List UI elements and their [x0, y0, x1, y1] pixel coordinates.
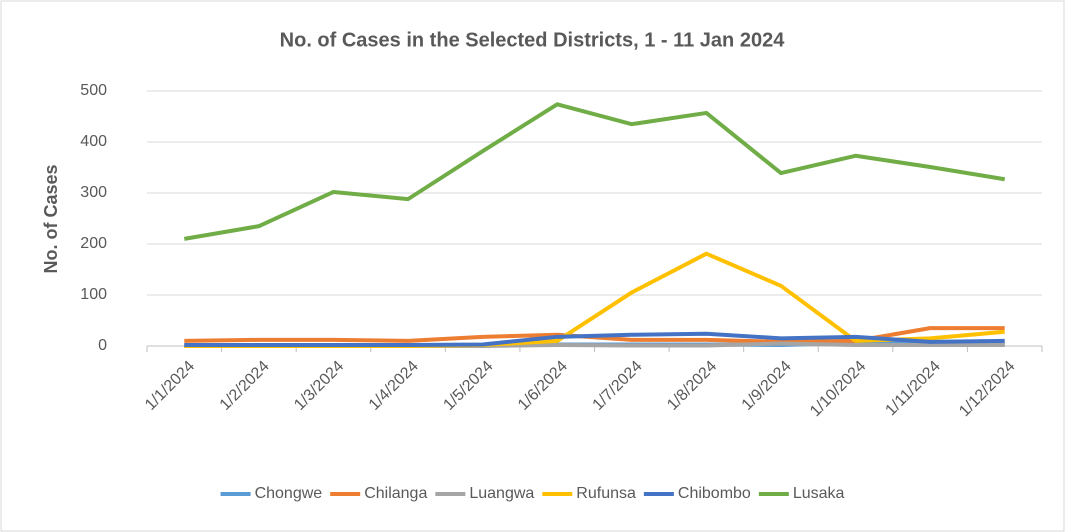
y-tick-label: 400	[80, 133, 107, 150]
y-axis-label: No. of Cases	[41, 164, 61, 273]
chart-title: No. of Cases in the Selected Districts, …	[280, 29, 786, 51]
legend-label: Chibombo	[678, 485, 751, 502]
legend-label: Rufunsa	[576, 485, 636, 502]
y-tick-label: 0	[98, 337, 107, 354]
y-tick-label: 500	[80, 82, 107, 99]
series-line	[184, 331, 1005, 347]
y-tick-label: 200	[80, 235, 107, 252]
legend-label: Lusaka	[793, 485, 845, 502]
legend-label: Luangwa	[469, 485, 534, 502]
legend-label: Chilanga	[364, 485, 427, 502]
y-tick-label: 100	[80, 286, 107, 303]
legend-label: Chongwe	[255, 485, 323, 502]
y-tick-label: 300	[80, 184, 107, 201]
series-line	[183, 102, 1006, 241]
legend: Chongwe Chilanga Luangwa Rufunsa Chibombo Lus…	[220, 485, 845, 502]
